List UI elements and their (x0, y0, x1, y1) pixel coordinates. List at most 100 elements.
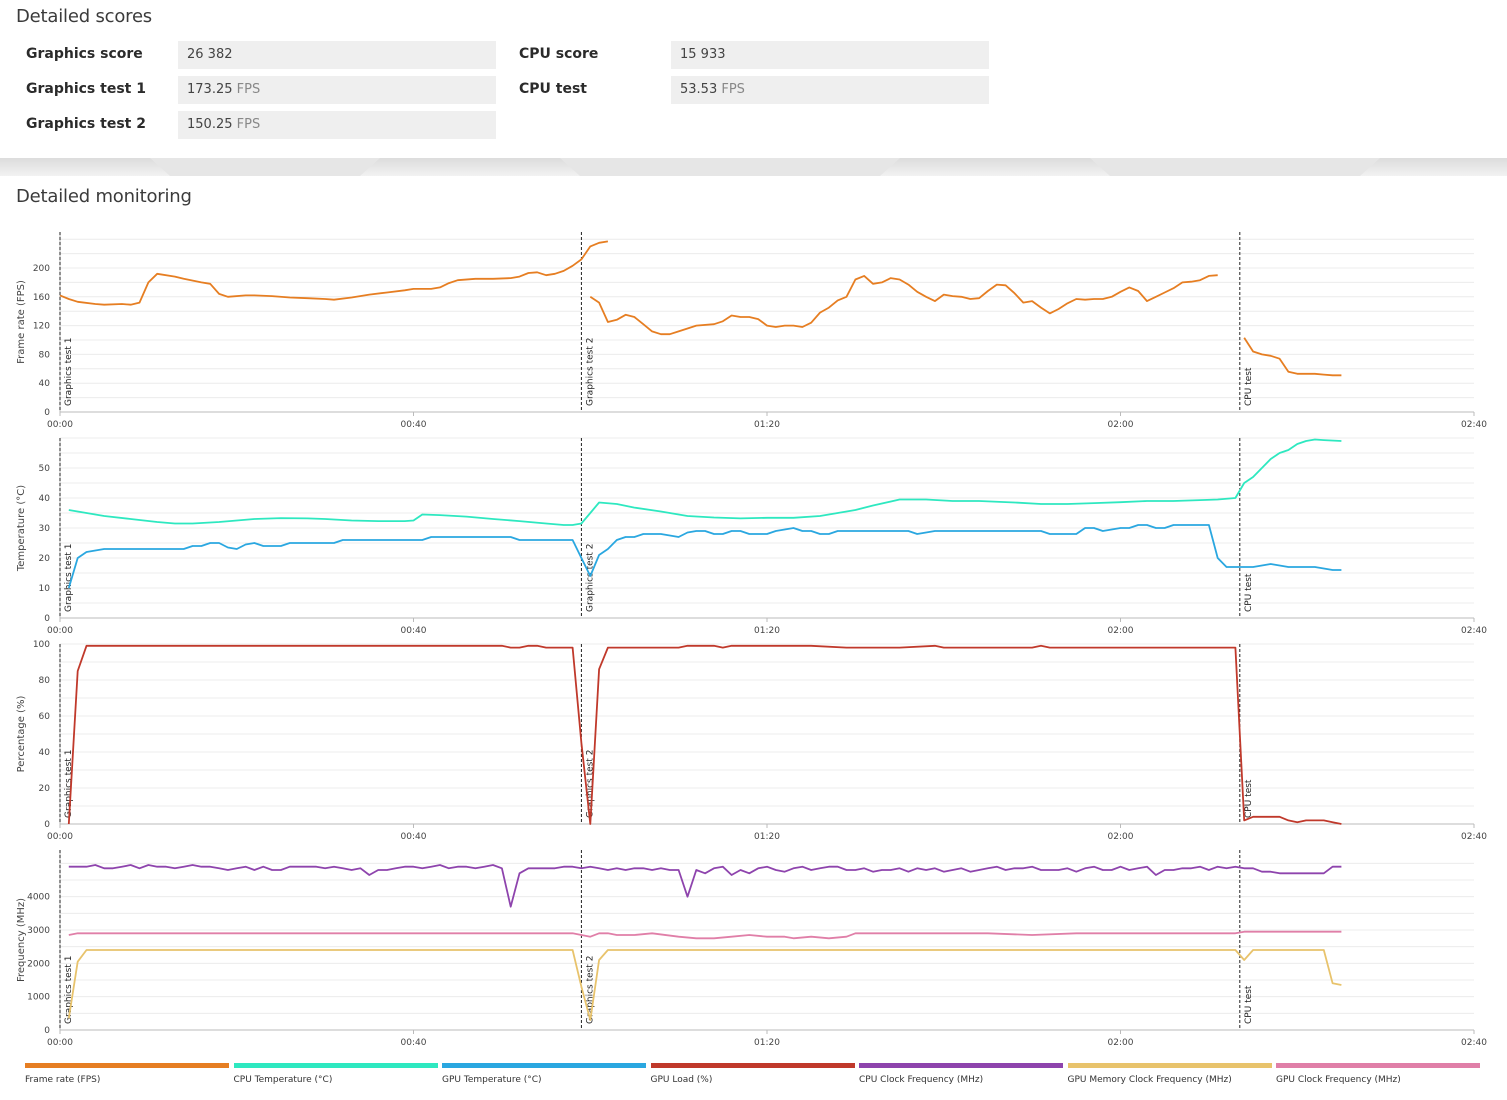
x-tick-label: 01:20 (754, 420, 780, 430)
legend-label: CPU Temperature (°C) (233, 1075, 333, 1085)
x-tick-label: 00:00 (47, 832, 73, 842)
legend-item[interactable]: GPU Clock Frequency (MHz) (1276, 1063, 1480, 1085)
test-marker-label: Graphics test 2 (585, 956, 595, 1024)
x-tick-label: 01:20 (754, 1038, 780, 1048)
legend-color-bar (1067, 1063, 1272, 1068)
legend-color-bar (859, 1063, 1063, 1068)
y-tick-label: 0 (44, 408, 50, 418)
test-marker-label: Graphics test 1 (64, 338, 74, 406)
series-line (67, 949, 1342, 1021)
legend-item[interactable]: CPU Clock Frequency (MHz) (859, 1063, 1063, 1085)
legend-label: GPU Memory Clock Frequency (MHz) (1067, 1075, 1232, 1085)
y-tick-label: 40 (39, 494, 51, 504)
x-tick-label: 02:40 (1461, 832, 1487, 842)
y-tick-label: 200 (33, 264, 50, 274)
y-tick-label: 50 (39, 464, 51, 474)
x-tick-label: 02:00 (1108, 832, 1134, 842)
cpu-score-number: 15 933 (680, 47, 726, 62)
legend-label: GPU Clock Frequency (MHz) (1276, 1075, 1401, 1085)
x-tick-label: 02:40 (1461, 420, 1487, 430)
graphics-test-2-label: Graphics test 2 (26, 116, 146, 132)
legend-color-bar (1276, 1063, 1480, 1068)
y-axis-label: Frequency (MHz) (16, 898, 27, 982)
series-line (59, 240, 609, 306)
legend-color-bar (650, 1063, 855, 1068)
test-marker-label: Graphics test 1 (64, 544, 74, 612)
legend-item[interactable]: GPU Memory Clock Frequency (MHz) (1067, 1063, 1272, 1085)
test-marker-label: CPU test (1244, 367, 1254, 406)
legend-label: GPU Load (%) (650, 1075, 713, 1085)
legend-item[interactable]: CPU Temperature (°C) (233, 1063, 438, 1085)
graphics-test-1-label: Graphics test 1 (26, 81, 146, 97)
series-line (67, 644, 1342, 825)
detailed-monitoring-title: Detailed monitoring (16, 186, 192, 207)
cpu-score-label: CPU score (519, 46, 599, 62)
y-axis-label: Temperature (°C) (16, 485, 27, 572)
legend-label: CPU Clock Frequency (MHz) (859, 1075, 984, 1085)
graphics-test-1-unit: FPS (236, 82, 261, 97)
legend-color-bar (442, 1063, 646, 1068)
graphics-test-2-value: 150.25 FPS (178, 111, 496, 139)
test-marker-label: CPU test (1244, 779, 1254, 818)
cpu-test-label: CPU test (519, 81, 587, 97)
y-tick-label: 100 (33, 640, 50, 650)
y-tick-label: 40 (39, 748, 51, 758)
y-tick-label: 0 (44, 1026, 50, 1036)
legend-item[interactable]: GPU Temperature (°C) (442, 1063, 646, 1085)
x-tick-label: 02:00 (1108, 626, 1134, 636)
series-line (68, 864, 1342, 908)
y-axis-label: Frame rate (FPS) (16, 280, 27, 364)
y-tick-label: 3000 (27, 926, 50, 936)
graphics-test-1-number: 173.25 (187, 82, 233, 97)
y-tick-label: 1000 (27, 993, 50, 1003)
x-tick-label: 00:40 (401, 420, 427, 430)
y-tick-label: 4000 (27, 893, 50, 903)
graphics-score-value: 26 382 (178, 41, 496, 69)
graphics-score-number: 26 382 (187, 47, 233, 62)
x-tick-label: 02:40 (1461, 626, 1487, 636)
detailed-scores-panel: Detailed scores Graphics score 26 382 Gr… (0, 0, 1507, 158)
x-tick-label: 00:40 (401, 832, 427, 842)
x-tick-label: 01:20 (754, 832, 780, 842)
series-line (1243, 337, 1342, 377)
x-tick-label: 00:40 (401, 626, 427, 636)
x-tick-label: 00:00 (47, 626, 73, 636)
x-tick-label: 01:20 (754, 626, 780, 636)
legend-label: GPU Temperature (°C) (442, 1075, 542, 1085)
x-tick-label: 02:00 (1108, 1038, 1134, 1048)
test-marker-label: CPU test (1244, 985, 1254, 1024)
legend-item[interactable]: Frame rate (FPS) (25, 1063, 229, 1085)
legend-item[interactable]: GPU Load (%) (650, 1063, 855, 1085)
y-axis-label: Percentage (%) (16, 696, 27, 773)
graphics-test-1-value: 173.25 FPS (178, 76, 496, 104)
detailed-monitoring-panel: Detailed monitoring (0, 176, 1507, 1100)
cpu-test-unit: FPS (721, 82, 745, 97)
series-line (589, 274, 1218, 336)
series-line (68, 930, 1342, 940)
y-tick-label: 10 (39, 584, 51, 594)
graphics-test-2-number: 150.25 (187, 117, 233, 132)
test-marker-label: Graphics test 1 (64, 750, 74, 818)
legend-color-bar (25, 1063, 229, 1068)
cpu-score-value: 15 933 (671, 41, 989, 69)
y-tick-label: 40 (39, 379, 51, 389)
test-marker-label: Graphics test 2 (585, 544, 595, 612)
cpu-test-number: 53.53 (680, 82, 718, 97)
cpu-test-value: 53.53 FPS (671, 76, 989, 104)
y-tick-label: 30 (39, 524, 51, 534)
y-tick-label: 160 (33, 293, 50, 303)
test-marker-label: Graphics test 2 (585, 338, 595, 406)
y-tick-label: 0 (44, 614, 50, 624)
x-tick-label: 00:00 (47, 1038, 73, 1048)
y-tick-label: 60 (39, 712, 51, 722)
x-tick-label: 00:40 (401, 1038, 427, 1048)
detailed-scores-title: Detailed scores (16, 6, 152, 27)
test-marker-label: Graphics test 1 (64, 956, 74, 1024)
x-tick-label: 02:40 (1461, 1038, 1487, 1048)
y-tick-label: 80 (39, 350, 51, 360)
test-marker-label: Graphics test 2 (585, 750, 595, 818)
series-line (67, 524, 1342, 589)
y-tick-label: 0 (44, 820, 50, 830)
y-tick-label: 2000 (27, 959, 50, 969)
